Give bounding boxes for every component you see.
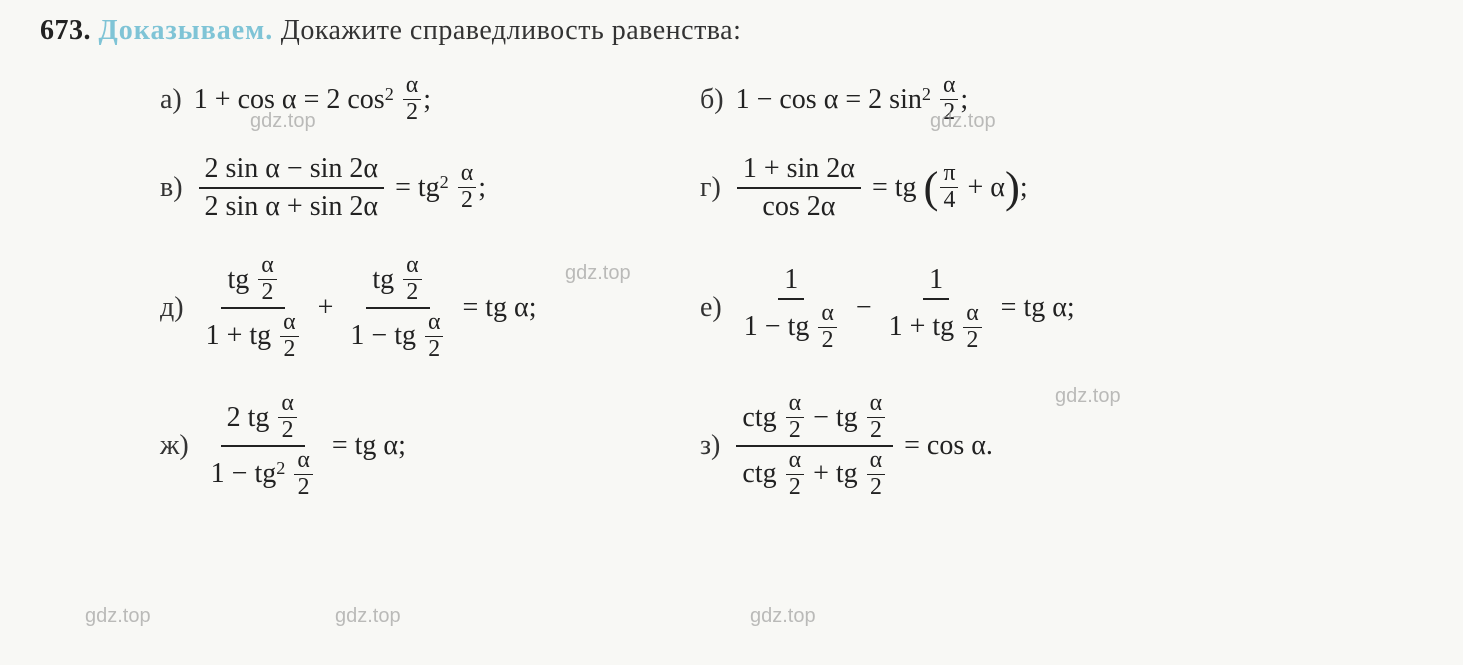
formula-a: 1 + cos α = 2 cos2 α2; — [194, 74, 431, 125]
item-d: д) tg α2 1 + tg α2 + tg α2 1 − tg α2 = t… — [160, 254, 700, 361]
row-1: а) 1 + cos α = 2 cos2 α2; б) 1 − cos α =… — [160, 67, 1423, 132]
item-zh: ж) 2 tg α2 1 − tg2 α2 = tg α; — [160, 392, 700, 499]
formula-e: 1 1 − tg α2 − 1 1 + tg α2 = tg α; — [734, 264, 1075, 353]
item-label-v: в) — [160, 172, 183, 204]
problem-header: 673. Доказываем. Докажите справедливость… — [40, 15, 1423, 47]
item-z: з) ctg α2 − tg α2 ctg α2 + tg α2 = cos α… — [700, 392, 993, 499]
item-label-a: а) — [160, 84, 182, 116]
watermark: gdz.top — [335, 605, 401, 628]
item-label-zh: ж) — [160, 430, 189, 462]
header-text: Докажите справедливость равенства: — [281, 15, 742, 46]
formula-g: 1 + sin 2α cos 2α = tg (π4 + α); — [733, 153, 1028, 223]
item-label-g: г) — [700, 172, 721, 204]
watermark: gdz.top — [85, 605, 151, 628]
watermark: gdz.top — [750, 605, 816, 628]
formula-zh: 2 tg α2 1 − tg2 α2 = tg α; — [201, 392, 406, 499]
formula-v: 2 sin α − sin 2α 2 sin α + sin 2α = tg2 … — [195, 153, 486, 223]
prove-label: Доказываем. — [99, 15, 274, 46]
item-e: е) 1 1 − tg α2 − 1 1 + tg α2 = tg α; — [700, 264, 1075, 353]
item-label-b: б) — [700, 84, 724, 116]
item-g: г) 1 + sin 2α cos 2α = tg (π4 + α); — [700, 153, 1028, 223]
formula-z: ctg α2 − tg α2 ctg α2 + tg α2 = cos α. — [732, 392, 993, 499]
formula-d: tg α2 1 + tg α2 + tg α2 1 − tg α2 = tg α… — [196, 254, 537, 361]
row-3: д) tg α2 1 + tg α2 + tg α2 1 − tg α2 = t… — [160, 243, 1423, 373]
row-4: ж) 2 tg α2 1 − tg2 α2 = tg α; з) ctg α2 … — [160, 381, 1423, 511]
problem-number: 673. — [40, 15, 91, 46]
formula-b: 1 − cos α = 2 sin2 α2; — [736, 74, 969, 125]
item-a: а) 1 + cos α = 2 cos2 α2; — [160, 74, 700, 125]
row-2: в) 2 sin α − sin 2α 2 sin α + sin 2α = t… — [160, 140, 1423, 235]
item-label-z: з) — [700, 430, 720, 462]
item-b: б) 1 − cos α = 2 sin2 α2; — [700, 74, 968, 125]
item-label-e: е) — [700, 292, 722, 324]
formula-list: а) 1 + cos α = 2 cos2 α2; б) 1 − cos α =… — [40, 67, 1423, 511]
item-label-d: д) — [160, 292, 184, 324]
item-v: в) 2 sin α − sin 2α 2 sin α + sin 2α = t… — [160, 153, 700, 223]
